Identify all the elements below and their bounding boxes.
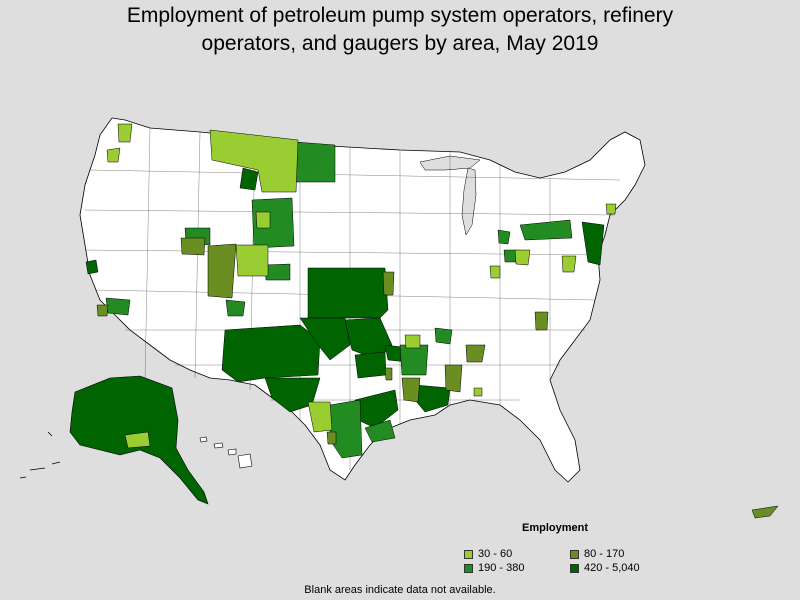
areas-190-380 <box>105 141 573 459</box>
areas-420-5040 <box>85 167 605 429</box>
legend-swatch-30-60 <box>464 549 473 559</box>
title-line-2: operators, and gaugers by area, May 2019 <box>201 32 599 55</box>
legend-label-80-170: 80 - 170 <box>584 548 625 560</box>
legend-swatch-80-170 <box>570 549 579 559</box>
alaska-islands <box>19 431 61 479</box>
footnote: Blank areas indicate data not available. <box>304 584 496 596</box>
legend-label-420-5040: 420 - 5,040 <box>584 562 640 574</box>
lake-michigan <box>461 167 477 236</box>
title-line-1: Employment of petroleum pump system oper… <box>126 4 674 27</box>
areas-30-60 <box>106 123 617 433</box>
legend-title: Employment <box>522 522 589 534</box>
areas-80-170 <box>96 237 779 519</box>
legend-swatch-420-5040 <box>570 563 579 573</box>
alaska-sub-area <box>124 431 151 449</box>
map-title: Employment of petroleum pump system oper… <box>0 2 800 58</box>
legend-label-190-380: 190 - 380 <box>478 562 525 574</box>
legend-item-80-170: 80 - 170 <box>570 548 624 560</box>
legend-label-30-60: 30 - 60 <box>478 548 513 560</box>
map-legend: Employment 30 - 60 80 - 170 190 - 380 42… <box>462 520 692 576</box>
legend-swatch-190-380 <box>464 563 473 573</box>
legend-item-420-5040: 420 - 5,040 <box>570 562 640 574</box>
legend-item-190-380: 190 - 380 <box>464 562 524 574</box>
legend-item-30-60: 30 - 60 <box>464 548 512 560</box>
hawaii <box>199 436 253 469</box>
